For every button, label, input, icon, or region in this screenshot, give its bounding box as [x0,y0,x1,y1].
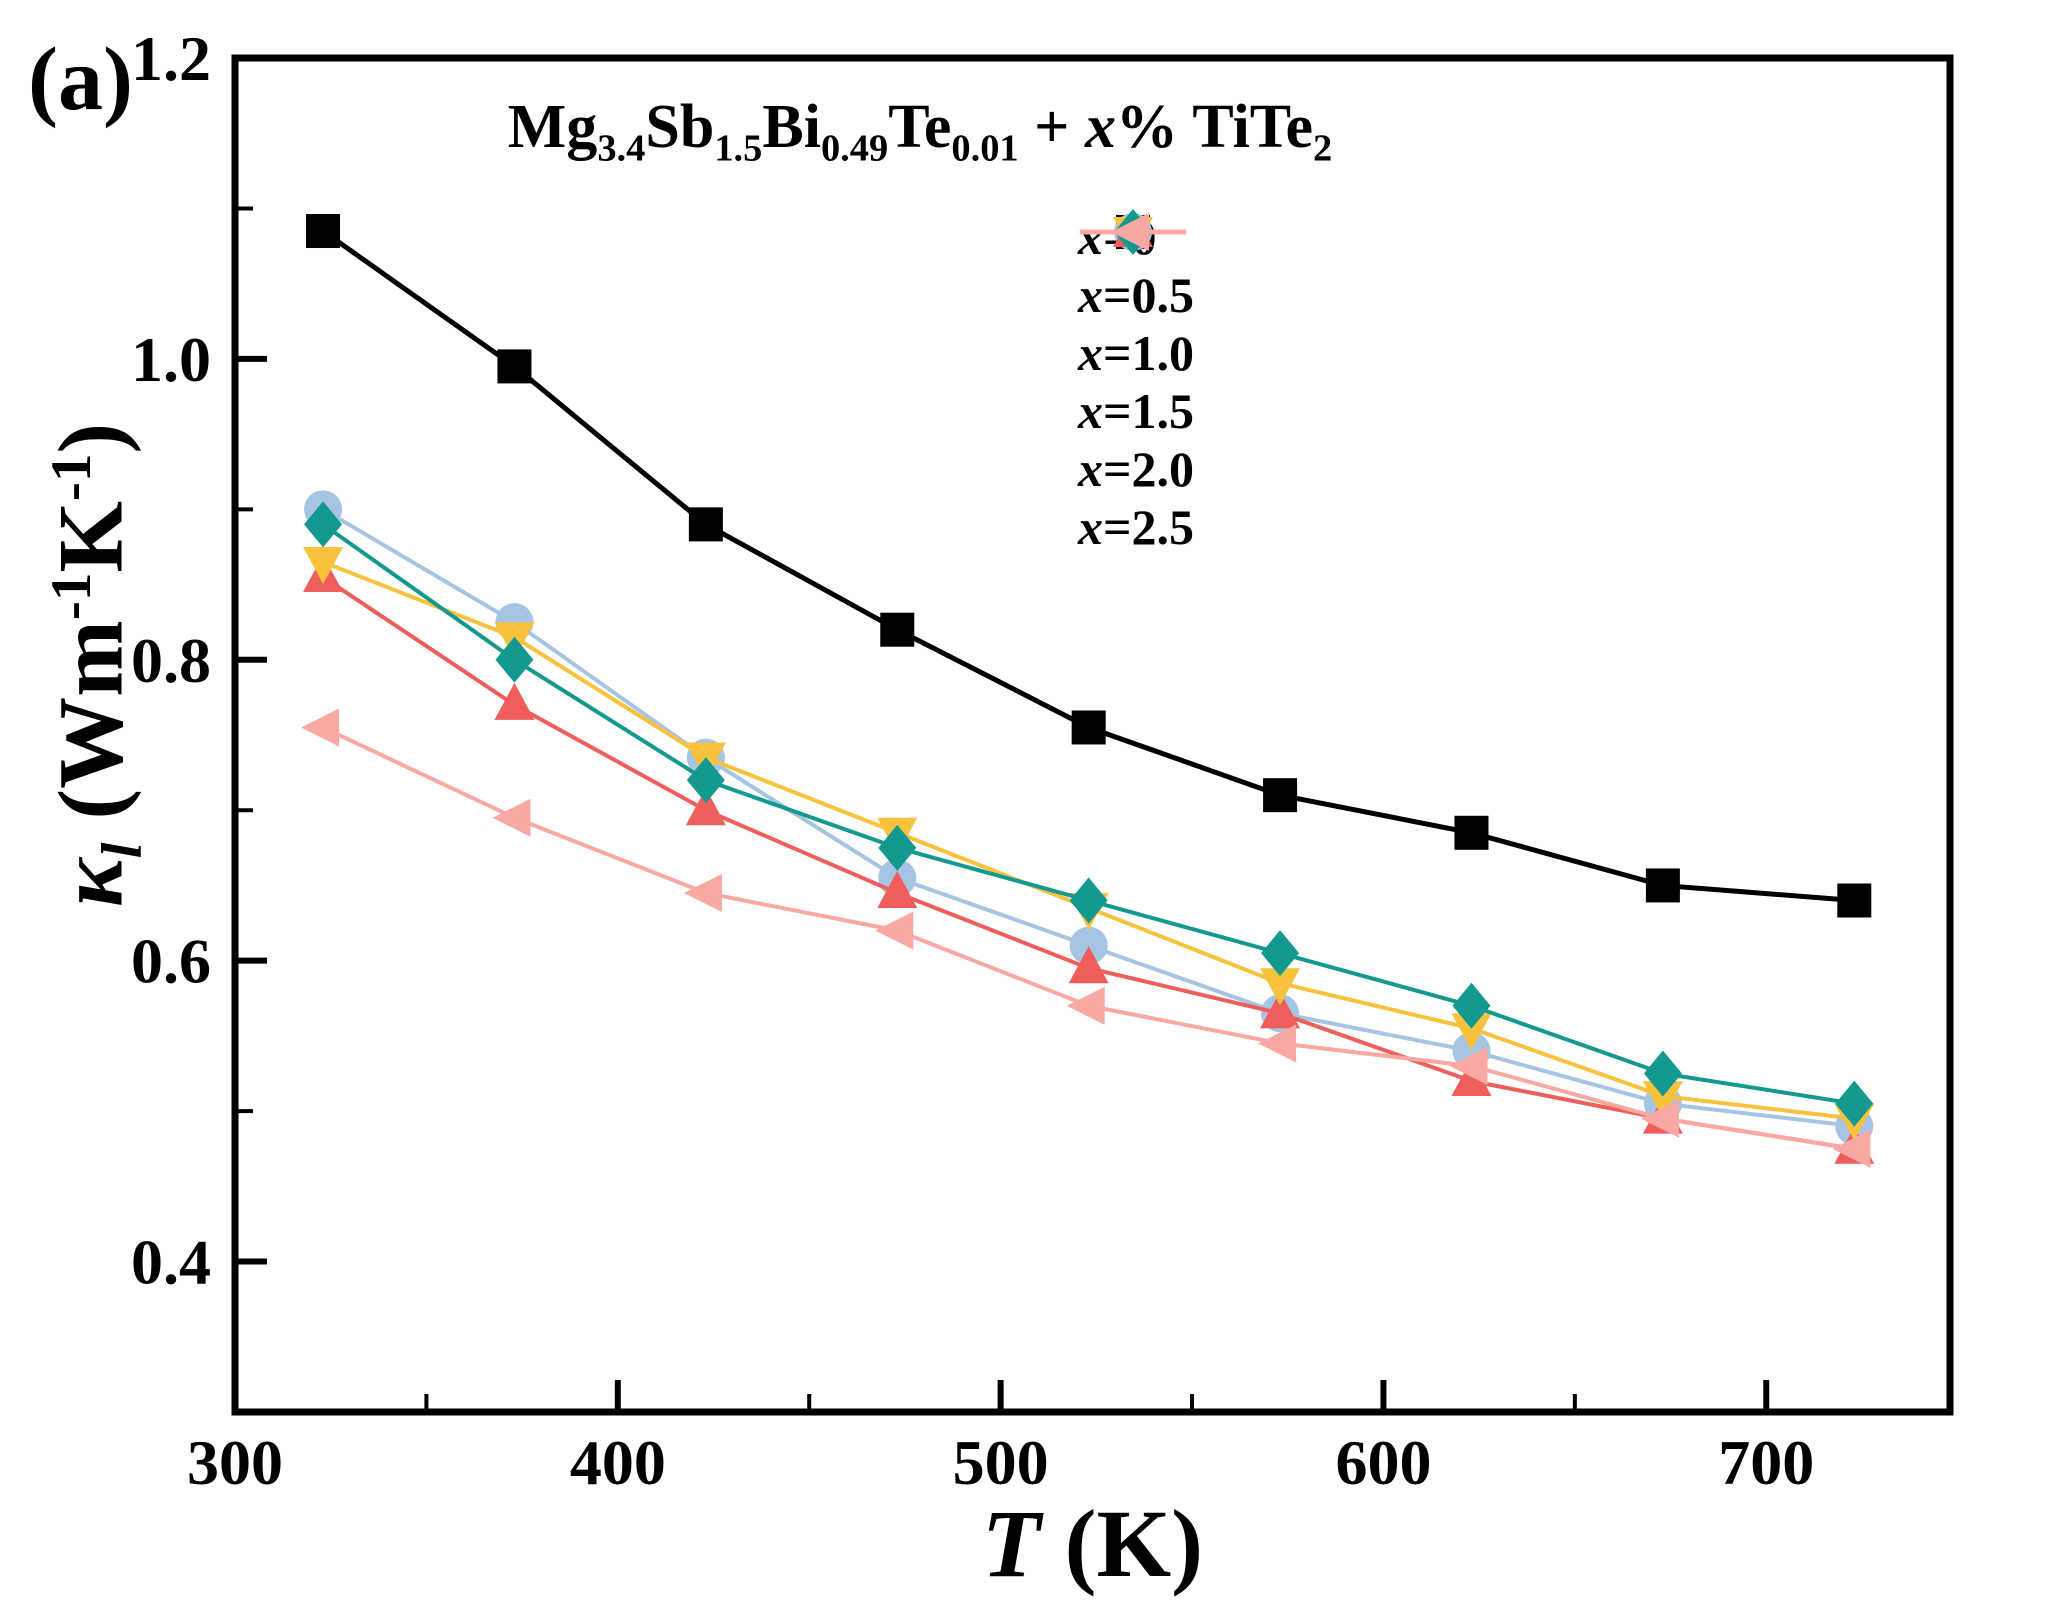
y-tick-label: 0.8 [131,625,211,696]
legend-item-x2.0: x=2.0 [1078,209,1194,498]
legend: x=0x=0.5x=1.0x=1.5x=2.0x=2.5 [1078,208,1194,556]
series-marker-x2.5 [1066,986,1105,1025]
series-marker-x2.0 [686,757,725,804]
x-tick-label: 300 [187,1427,283,1498]
legend-label: x=1.5 [1078,383,1194,439]
series-marker-x1.0 [877,870,918,908]
legend-marker-triangle-left [1080,213,1186,251]
series-marker-x0 [1263,778,1298,813]
series-marker-x2.5 [1258,1024,1297,1063]
x-tick-label: 500 [953,1427,1049,1498]
series-marker-x0 [1071,710,1106,745]
y-tick-label: 1.2 [131,23,211,94]
series-marker-x2.5 [492,798,531,837]
series-marker-x0 [1645,868,1680,903]
legend-item-x1.5: x=1.5 [1078,217,1194,440]
y-tick-label: 0.6 [131,926,211,997]
series-marker-x0 [1837,883,1872,918]
x-tick-label: 700 [1718,1427,1814,1498]
y-tick-label: 0.4 [131,1227,211,1298]
x-tick-label: 400 [570,1427,666,1498]
legend-label: x=2.5 [1078,499,1194,555]
series-marker-x1.5 [1260,968,1301,1006]
series-marker-x2.0 [1069,877,1108,924]
series-marker-x0 [1454,815,1489,850]
series-marker-x0 [880,612,915,647]
series-marker-x2.5 [1449,1046,1488,1085]
series-marker-x1.5 [1642,1081,1683,1119]
series-line-x0.5 [322,507,1855,1129]
series-marker-x2.0 [304,501,343,548]
series-marker-x1.5 [303,546,344,584]
series-marker-x2.0 [1643,1050,1682,1097]
series-marker-x2.0 [495,636,534,683]
legend-item-x1.0: x=1.0 [1078,210,1194,382]
series-marker-x1.0 [685,788,726,826]
series-marker-x2.0 [1452,982,1491,1029]
series-marker-x0 [306,214,341,249]
series-marker-x1.0 [1451,1059,1492,1097]
y-axis-label: κl (Wm-1K-1) [39,422,155,908]
series-marker-x2.5 [683,873,722,912]
chart-title: Mg3.4Sb1.5Bi0.49Te0.01 + x% TiTe2 [507,93,1333,170]
series-marker-x2.0 [1261,930,1300,977]
series-marker-x2.5 [301,708,340,747]
series-marker-x1.0 [1260,991,1301,1029]
series-marker-x1.5 [1451,1013,1492,1051]
series-line-x1.5 [322,560,1855,1121]
series-marker-x1.0 [494,682,535,720]
series-marker-x2.0 [878,824,917,871]
axes-frame [231,54,1954,1416]
legend-label: x=0.5 [1078,267,1194,323]
x-axis-label: T (K) [981,1490,1204,1597]
x-tick-label: 600 [1335,1427,1431,1498]
series-marker-x2.5 [1832,1129,1871,1168]
legend-item-x2.5: x=2.5 [1078,213,1194,556]
series-marker-x2.5 [875,911,914,950]
legend-label: x=2.0 [1078,441,1194,497]
legend-item-x0.5: x=0.5 [1078,213,1194,324]
series-marker-x0 [688,507,723,542]
panel-label: (a) [28,30,133,129]
series-marker-x2.5 [1640,1099,1679,1138]
series-marker-x2.0 [1835,1080,1874,1127]
series-marker-x1.0 [1068,946,1109,984]
y-tick-label: 1.0 [131,324,211,395]
series-marker-x0.5 [1069,926,1108,965]
legend-label: x=1.0 [1078,325,1194,381]
series-marker-x0 [497,349,532,384]
